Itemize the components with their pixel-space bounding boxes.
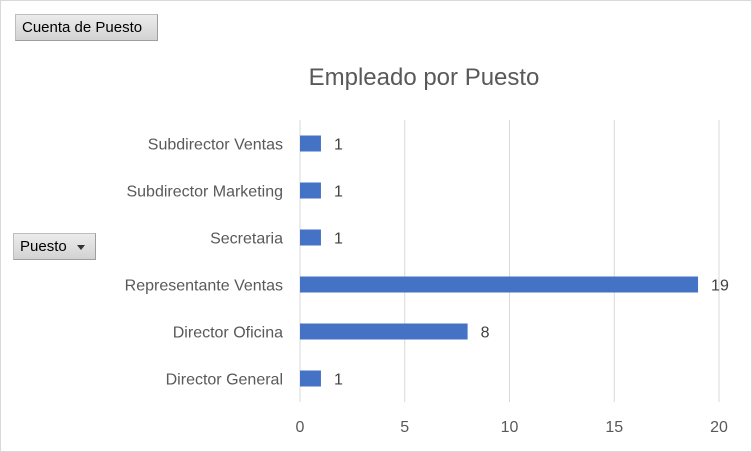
value-field-button[interactable]: Cuenta de Puesto	[15, 14, 158, 41]
bars	[300, 135, 699, 387]
category-label: Subdirector Marketing	[126, 184, 283, 201]
chevron-down-icon[interactable]	[76, 244, 85, 250]
bar[interactable]	[300, 276, 699, 293]
data-label: 19	[711, 278, 729, 295]
data-labels: 1 1 1 19 8 1	[334, 137, 729, 389]
data-label: 1	[334, 231, 343, 248]
value-field-label: Cuenta de Puesto	[22, 19, 143, 36]
x-tick-labels: 0 5 10 15 20	[296, 419, 728, 436]
bar[interactable]	[300, 182, 321, 199]
data-label: 1	[334, 137, 343, 154]
bar[interactable]	[300, 135, 321, 152]
chart-title: Empleado por Puesto	[309, 64, 540, 91]
data-label: 8	[481, 325, 490, 342]
category-label: Subdirector Ventas	[148, 137, 283, 154]
category-label: Secretaria	[210, 231, 283, 248]
data-label: 1	[334, 372, 343, 389]
bar[interactable]	[300, 323, 468, 340]
axis-field-label: Puesto	[20, 238, 67, 255]
x-tick-label: 15	[605, 419, 623, 436]
category-labels: Subdirector Ventas Subdirector Marketing S…	[125, 137, 283, 389]
x-tick-label: 20	[710, 419, 728, 436]
category-label: Director Oficina	[173, 325, 283, 342]
category-label: Representante Ventas	[125, 278, 283, 295]
x-tick-label: 0	[296, 419, 305, 436]
gridlines	[299, 120, 720, 402]
data-label: 1	[334, 184, 343, 201]
axis-field-button[interactable]: Puesto	[13, 233, 96, 260]
category-label: Director General	[166, 372, 283, 389]
x-tick-label: 5	[400, 419, 409, 436]
bar[interactable]	[300, 370, 321, 387]
bar[interactable]	[300, 229, 321, 246]
x-tick-label: 10	[501, 419, 519, 436]
